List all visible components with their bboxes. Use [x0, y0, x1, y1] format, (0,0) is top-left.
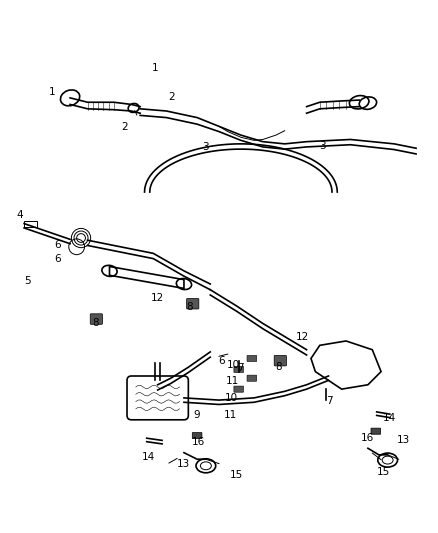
Text: 3: 3	[201, 142, 208, 152]
FancyBboxPatch shape	[192, 432, 202, 439]
Text: 8: 8	[186, 302, 193, 312]
Text: 14: 14	[142, 452, 155, 462]
FancyBboxPatch shape	[247, 375, 257, 381]
Text: 2: 2	[121, 122, 128, 132]
FancyBboxPatch shape	[90, 314, 102, 324]
Text: 14: 14	[383, 413, 396, 423]
Text: 13: 13	[177, 459, 190, 470]
Text: 15: 15	[230, 470, 243, 480]
Text: 6: 6	[218, 356, 225, 366]
Text: 16: 16	[191, 437, 205, 447]
Text: 6: 6	[54, 240, 61, 251]
FancyBboxPatch shape	[234, 366, 244, 373]
FancyBboxPatch shape	[371, 428, 381, 434]
Text: 1: 1	[49, 87, 56, 97]
Text: 16: 16	[361, 433, 374, 443]
Text: 12: 12	[296, 332, 309, 342]
Text: 8: 8	[275, 362, 282, 372]
Text: 5: 5	[24, 276, 31, 286]
Text: 4: 4	[16, 210, 23, 220]
Text: 7: 7	[237, 363, 244, 373]
FancyBboxPatch shape	[187, 298, 199, 309]
Text: 11: 11	[223, 410, 237, 421]
Text: 9: 9	[194, 409, 201, 419]
FancyBboxPatch shape	[234, 386, 244, 392]
FancyBboxPatch shape	[247, 356, 257, 361]
Text: 8: 8	[92, 318, 99, 328]
Text: 2: 2	[168, 92, 175, 102]
Text: 10: 10	[227, 360, 240, 370]
Text: 15: 15	[377, 467, 390, 478]
Text: 1: 1	[152, 63, 159, 73]
Text: 6: 6	[54, 254, 61, 264]
Text: 10: 10	[225, 393, 238, 403]
Text: 13: 13	[396, 434, 410, 445]
Text: 11: 11	[226, 376, 239, 386]
FancyBboxPatch shape	[274, 356, 286, 366]
Text: 3: 3	[319, 141, 326, 151]
Text: 12: 12	[151, 293, 164, 303]
Text: 7: 7	[326, 396, 333, 406]
